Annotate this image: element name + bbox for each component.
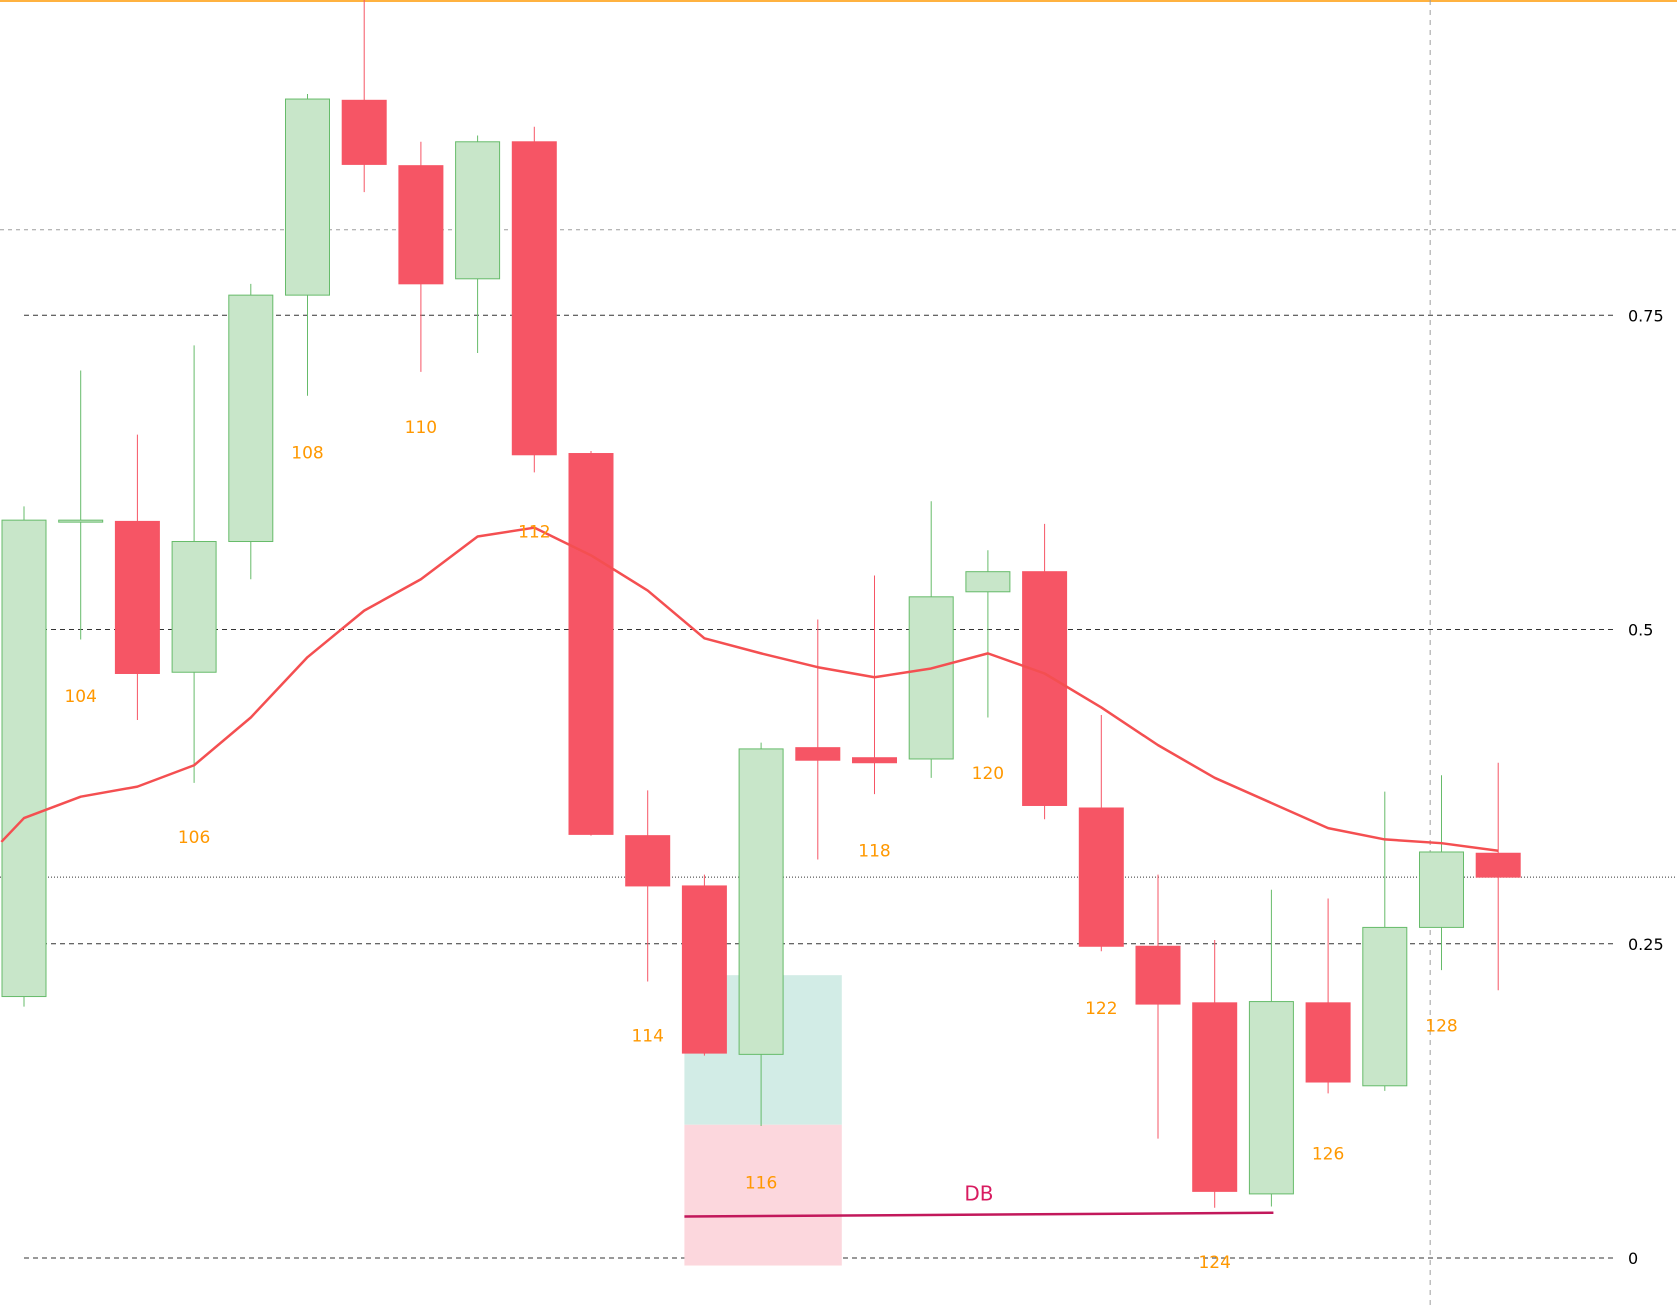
candle-body <box>511 141 557 456</box>
candle-115 <box>681 874 727 1056</box>
candle-118 <box>852 575 897 795</box>
bar-number-122: 122 <box>1085 999 1117 1019</box>
candle-body <box>681 885 727 1054</box>
bar-number-106: 106 <box>178 828 210 848</box>
candle-107 <box>228 283 274 580</box>
candle-body <box>1248 1001 1294 1195</box>
bar-number-118: 118 <box>858 842 890 862</box>
moving-average-layer <box>0 526 1499 852</box>
candle-110 <box>398 141 444 372</box>
candle-body <box>1135 945 1181 1005</box>
candle-body <box>1362 926 1408 1087</box>
candle-body <box>398 165 444 285</box>
candle-127 <box>1362 791 1408 1091</box>
double-bottom-line <box>684 1211 1274 1218</box>
candle-116 <box>738 742 784 1127</box>
fib-label-0: 0 <box>1628 1249 1638 1268</box>
candle-body <box>171 541 217 673</box>
fib-label-0.25: 0.25 <box>1628 935 1664 954</box>
candle-109 <box>341 0 387 193</box>
fib-label-0.5: 0.5 <box>1628 621 1653 640</box>
bar-number-108: 108 <box>291 443 323 463</box>
candle-body <box>738 748 784 1055</box>
candle-body <box>1022 571 1068 806</box>
moving-average-line <box>0 526 1499 852</box>
stop-zone <box>684 1124 842 1266</box>
candle-body <box>455 141 501 280</box>
candle-113 <box>568 451 614 836</box>
bar-number-112: 112 <box>518 522 550 542</box>
candle-body <box>795 747 841 761</box>
bar-number-128: 128 <box>1425 1016 1457 1036</box>
candle-104 <box>58 370 104 640</box>
candle-125 <box>1248 889 1294 1207</box>
double-bottom-label: DB <box>964 1182 993 1206</box>
bar-number-116: 116 <box>745 1174 777 1194</box>
candle-123 <box>1135 874 1181 1139</box>
double-bottom-layer: DB <box>684 1182 1274 1218</box>
candle-129 <box>1475 762 1521 991</box>
candle-body <box>58 519 104 523</box>
candle-body <box>1305 1002 1351 1083</box>
candle-126 <box>1305 898 1351 1094</box>
candle-119 <box>908 501 954 778</box>
candle-body <box>1 519 47 998</box>
candle-114 <box>625 790 671 982</box>
bar-number-120: 120 <box>972 764 1004 784</box>
candle-body <box>908 596 954 760</box>
candle-body <box>1192 1002 1238 1192</box>
bar-number-124: 124 <box>1198 1253 1230 1273</box>
candle-body <box>285 98 330 296</box>
candle-body <box>625 835 671 887</box>
bar-number-104: 104 <box>64 687 96 707</box>
bar-numbers: 104 106 108 110 112 114 116 118 120 122 124 126 128 <box>64 418 1457 1273</box>
candle-112 <box>511 126 557 473</box>
bar-number-126: 126 <box>1312 1145 1344 1165</box>
candle-120 <box>965 550 1011 718</box>
candle-body <box>1419 851 1464 928</box>
candle-117 <box>795 619 841 860</box>
candle-103 <box>1 506 47 1007</box>
candle-124 <box>1192 939 1238 1208</box>
candle-106 <box>171 345 217 783</box>
candle-body <box>228 294 274 543</box>
candle-111 <box>455 135 501 353</box>
candle-108 <box>285 94 330 396</box>
fib-label-0.75: 0.75 <box>1628 306 1664 325</box>
candle-128 <box>1419 775 1464 971</box>
candle-122 <box>1078 714 1124 952</box>
candle-body <box>114 520 160 674</box>
candle-121 <box>1022 523 1068 820</box>
candles <box>1 0 1521 1208</box>
candle-body <box>341 99 387 165</box>
candle-body <box>1078 807 1124 947</box>
bar-number-114: 114 <box>631 1027 663 1047</box>
candle-body <box>852 757 897 764</box>
fibonacci-labels: 0.75 0.5 0.25 0 <box>1628 306 1664 1268</box>
candle-105 <box>114 434 160 721</box>
candle-body <box>1475 852 1521 878</box>
candle-body <box>965 571 1011 593</box>
bar-number-110: 110 <box>405 418 437 438</box>
candle-body <box>568 453 614 835</box>
